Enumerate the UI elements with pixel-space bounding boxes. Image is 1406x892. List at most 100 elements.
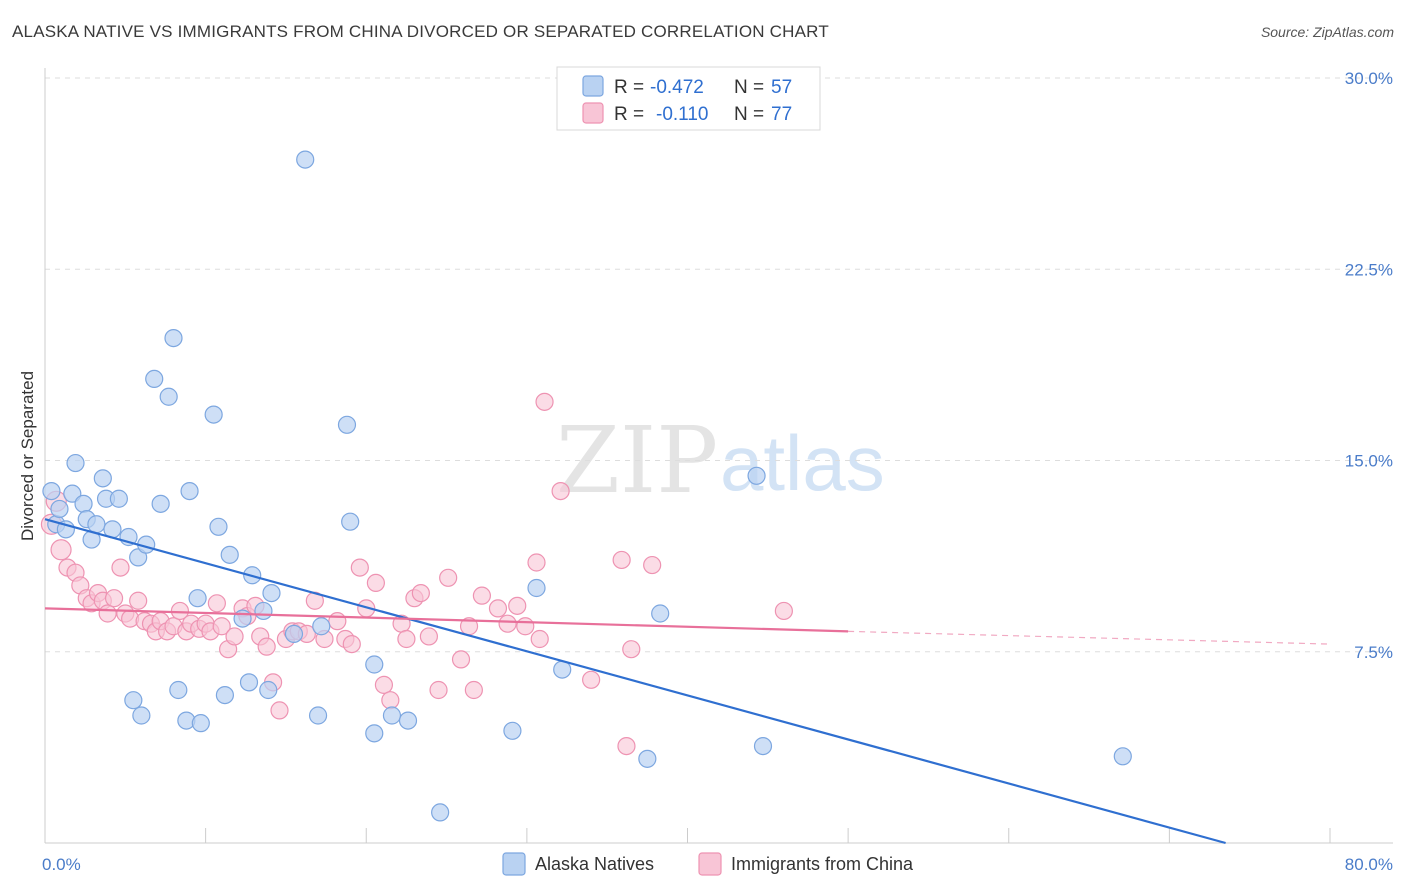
china-point	[225, 627, 244, 646]
china-point	[472, 586, 491, 605]
alaska-point	[651, 604, 670, 623]
alaska-point	[431, 803, 450, 822]
china-point	[111, 558, 130, 577]
china-point	[551, 482, 570, 501]
china-point	[98, 604, 117, 623]
china-point	[50, 539, 72, 561]
grid-lines	[45, 77, 1393, 653]
china-point	[439, 568, 458, 587]
china-point	[617, 736, 636, 756]
china-point	[622, 640, 641, 659]
china-point	[527, 553, 546, 572]
china-point	[530, 629, 549, 649]
alaska-point	[215, 685, 234, 705]
legend-r-label-1: R =	[614, 77, 644, 98]
alaska-point	[382, 706, 402, 725]
china-trend-extension	[848, 630, 1331, 645]
alaska-point	[151, 494, 170, 513]
alaska-point	[109, 489, 128, 508]
alaska-point	[169, 680, 188, 700]
china-point	[516, 617, 535, 636]
x-tick-label: 0.0%	[42, 855, 81, 874]
china-point	[350, 558, 369, 577]
china-point	[257, 637, 276, 656]
alaska-point	[254, 601, 273, 621]
alaska-point	[262, 583, 281, 603]
china-point	[464, 680, 483, 700]
legend-swatch-blue	[582, 75, 604, 97]
alaska-point	[63, 484, 82, 503]
alaska-point	[180, 482, 199, 501]
tick-labels: 7.5% 15.0% 22.5% 30.0% 0.0% 80.0%	[42, 69, 1393, 874]
china-point	[774, 601, 793, 621]
alaska-point	[233, 609, 252, 628]
correlation-legend: R = -0.472 N = 57 R = -0.110 N = 77	[556, 66, 821, 131]
china-point	[381, 691, 400, 710]
series-legend: Alaska Natives Immigrants from China	[502, 852, 914, 876]
series-legend-label-alaska: Alaska Natives	[535, 854, 654, 874]
alaska-point	[753, 736, 773, 756]
china-point	[104, 589, 124, 608]
alaska-point	[87, 515, 106, 534]
legend-n-label-2: N =	[734, 104, 764, 125]
y-tick-label: 7.5%	[1354, 643, 1393, 662]
legend-swatch-pink	[582, 102, 604, 124]
alaska-point	[337, 415, 357, 434]
alaska-point	[191, 714, 210, 733]
alaska-point	[1113, 747, 1132, 766]
alaska-point	[42, 482, 61, 501]
alaska-point	[132, 706, 151, 725]
china-point	[212, 617, 231, 636]
alaska-point	[93, 469, 112, 488]
alaska-point	[527, 578, 546, 598]
alaska-point	[747, 466, 766, 485]
china-point	[374, 675, 394, 695]
china-point	[643, 555, 662, 575]
alaska-point	[188, 589, 207, 608]
y-tick-label: 22.5%	[1345, 260, 1393, 279]
china-trend-line	[44, 607, 849, 633]
series-legend-swatch-pink	[698, 852, 722, 876]
alaska-point	[312, 617, 331, 636]
alaska-point	[638, 749, 657, 768]
series-immigrants-from-china	[40, 392, 793, 756]
y-axis-label: Divorced or Separated	[18, 371, 37, 541]
legend-n-label-1: N =	[734, 77, 764, 98]
alaska-point	[66, 453, 85, 473]
alaska-point	[365, 655, 384, 674]
series-legend-label-china: Immigrants from China	[731, 854, 914, 874]
legend-r-value-1: -0.472	[650, 77, 704, 98]
series-alaska-natives	[42, 150, 1132, 822]
alaska-point	[239, 673, 259, 692]
alaska-point	[503, 721, 522, 740]
alaska-point	[308, 706, 328, 725]
x-tick-label: 80.0%	[1345, 855, 1393, 874]
china-point	[397, 629, 416, 649]
alaska-point	[209, 517, 228, 536]
alaska-point	[341, 512, 360, 531]
alaska-point	[159, 387, 178, 406]
china-point	[270, 701, 289, 720]
legend-r-value-2: -0.110	[656, 104, 708, 125]
china-point	[411, 583, 430, 603]
china-point	[451, 650, 471, 669]
china-point	[535, 392, 554, 411]
alaska-point	[124, 691, 143, 710]
y-tick-label: 30.0%	[1345, 69, 1393, 88]
legend-n-value-2: 77	[771, 104, 792, 125]
alaska-point	[284, 624, 304, 644]
y-tick-label: 15.0%	[1345, 452, 1393, 471]
alaska-point	[398, 711, 418, 730]
china-point	[612, 550, 631, 570]
china-point	[328, 612, 347, 631]
alaska-point	[220, 545, 239, 564]
alaska-point	[204, 405, 223, 424]
legend-r-label-2: R =	[614, 104, 644, 125]
china-point	[498, 614, 517, 633]
alaska-point	[365, 724, 384, 743]
alaska-point	[74, 494, 93, 513]
alaska-point	[145, 369, 164, 388]
alaska-point	[296, 150, 315, 169]
alaska-point	[50, 499, 69, 519]
